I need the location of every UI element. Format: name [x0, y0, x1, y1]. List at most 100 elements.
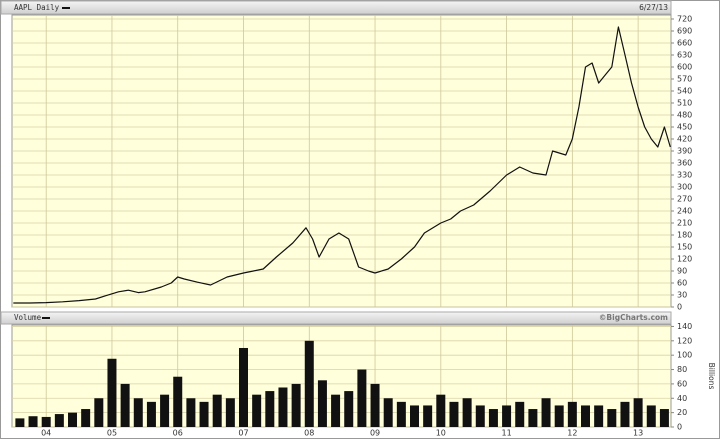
- y-tick-label: 450: [677, 123, 692, 132]
- y-tick-label: 90: [677, 267, 687, 276]
- volume-bar: [225, 398, 235, 427]
- y-tick-label: 540: [677, 87, 692, 96]
- x-tick-label: 11: [501, 429, 511, 438]
- volume-bar: [370, 383, 380, 427]
- price-line: [13, 26, 671, 304]
- y-tick-label: 100: [677, 351, 692, 360]
- volume-bar: [278, 387, 288, 427]
- volume-bar: [383, 398, 393, 427]
- header-strip: [0, 0, 672, 15]
- volume-bar: [423, 405, 433, 427]
- volume-bar: [502, 405, 512, 427]
- volume-bar: [173, 376, 183, 427]
- volume-bar: [541, 398, 551, 427]
- volume-bar: [54, 414, 64, 427]
- y-tick-label: 40: [677, 394, 687, 403]
- volume-bar: [357, 369, 367, 427]
- y-tick-label: 120: [677, 336, 692, 345]
- volume-bar: [291, 383, 301, 427]
- date-label: 6/27/13: [639, 3, 668, 12]
- volume-bar: [581, 405, 591, 427]
- volume-bar: [436, 394, 446, 427]
- volume-bar: [554, 405, 564, 427]
- volume-bar: [331, 394, 341, 427]
- y-tick-label: 0: [677, 303, 682, 312]
- y-tick-label: 330: [677, 171, 692, 180]
- y-tick-label: 60: [677, 379, 687, 388]
- y-tick-label: 300: [677, 183, 692, 192]
- panel-title: Volume: [14, 313, 42, 322]
- volume-bar: [239, 347, 249, 427]
- x-tick-label: 06: [173, 429, 183, 438]
- x-tick-label: 08: [304, 429, 314, 438]
- y-tick-label: 660: [677, 39, 692, 48]
- volume-bar: [620, 401, 630, 427]
- volume-bar: [396, 401, 406, 427]
- volume-bar: [462, 398, 472, 427]
- volume-bar: [265, 391, 275, 427]
- y-axis-label: Billions: [707, 363, 716, 390]
- volume-bar: [160, 394, 170, 427]
- y-tick-label: 600: [677, 63, 692, 72]
- volume-bar: [199, 401, 209, 427]
- volume-bar: [304, 340, 314, 427]
- volume-bar: [344, 391, 354, 427]
- y-tick-label: 210: [677, 219, 692, 228]
- volume-bar: [133, 398, 143, 427]
- y-tick-label: 510: [677, 99, 692, 108]
- volume-bar: [107, 358, 117, 427]
- x-tick-label: 13: [633, 429, 643, 438]
- volume-bar: [646, 405, 656, 427]
- source-label: ©BigCharts.com: [599, 313, 668, 322]
- volume-bar: [567, 401, 577, 427]
- y-tick-label: 120: [677, 255, 692, 264]
- volume-bar: [633, 398, 643, 427]
- header-strip: [0, 311, 672, 325]
- volume-bar: [41, 416, 51, 427]
- y-tick-label: 720: [677, 15, 692, 24]
- volume-bar: [410, 405, 420, 427]
- y-tick-label: 0: [677, 423, 682, 432]
- volume-bar: [594, 405, 604, 427]
- volume-bar: [81, 409, 91, 427]
- x-tick-label: 04: [41, 429, 51, 438]
- volume-bar: [186, 398, 196, 427]
- chart-title: AAPL Daily: [14, 3, 60, 12]
- volume-bar: [515, 401, 525, 427]
- volume-bar: [28, 416, 38, 427]
- x-tick-label: 07: [238, 429, 248, 438]
- y-tick-label: 140: [677, 322, 692, 331]
- y-tick-label: 690: [677, 27, 692, 36]
- y-tick-label: 420: [677, 135, 692, 144]
- y-tick-label: 20: [677, 408, 687, 417]
- volume-bar: [449, 401, 459, 427]
- volume-bar: [317, 380, 327, 427]
- volume-bar: [120, 383, 130, 427]
- volume-bar: [475, 405, 485, 427]
- y-tick-label: 390: [677, 147, 692, 156]
- x-tick-label: 12: [567, 429, 577, 438]
- volume-bar: [252, 394, 262, 427]
- marks: 0306090120150180210240270300330360390420…: [12, 15, 692, 438]
- y-tick-label: 180: [677, 231, 692, 240]
- y-tick-label: 480: [677, 111, 692, 120]
- volume-bar: [146, 401, 156, 427]
- volume-bar: [659, 409, 669, 427]
- volume-bar: [68, 412, 78, 427]
- y-tick-label: 570: [677, 75, 692, 84]
- y-tick-label: 270: [677, 195, 692, 204]
- volume-bar: [607, 409, 617, 427]
- x-tick-label: 09: [370, 429, 380, 438]
- y-tick-label: 240: [677, 207, 692, 216]
- plot-area: [11, 14, 672, 308]
- volume-bar: [488, 409, 498, 427]
- y-tick-label: 150: [677, 243, 692, 252]
- x-tick-label: 10: [436, 429, 446, 438]
- y-tick-label: 630: [677, 51, 692, 60]
- y-tick-label: 80: [677, 365, 687, 374]
- volume-bar: [94, 398, 104, 427]
- y-tick-label: 360: [677, 159, 692, 168]
- volume-bar: [528, 409, 538, 427]
- volume-bar: [212, 394, 222, 427]
